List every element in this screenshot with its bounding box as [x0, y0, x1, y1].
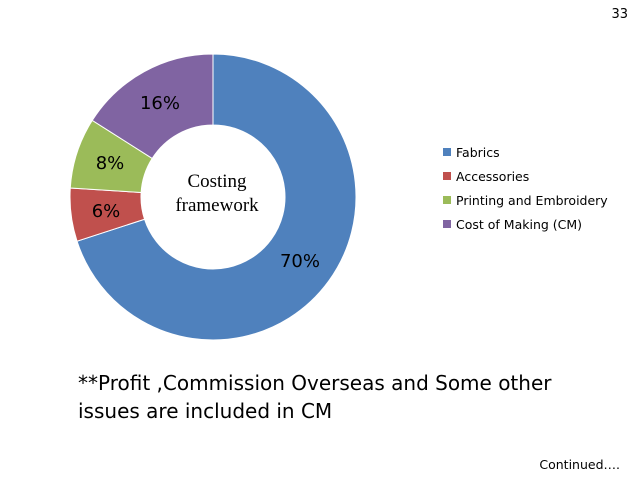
donut-chart: 70% 6% 8% 16%: [69, 53, 357, 341]
legend-item-printing: Printing and Embroidery: [443, 188, 608, 212]
data-label-fabrics: 70%: [280, 251, 320, 272]
legend-label: Printing and Embroidery: [456, 192, 608, 208]
chart-legend: Fabrics Accessories Printing and Embroid…: [443, 140, 608, 236]
legend-swatch: [443, 148, 451, 156]
data-label-printing: 8%: [96, 153, 125, 174]
legend-label: Cost of Making (CM): [456, 216, 583, 232]
legend-item-accessories: Accessories: [443, 164, 608, 188]
center-label-line: Costing: [187, 171, 247, 192]
footnote: **Profit ,Commission Overseas and Some o…: [78, 371, 552, 423]
legend-swatch: [443, 220, 451, 228]
continued-label: Continued….: [539, 457, 620, 472]
legend-swatch: [443, 196, 451, 204]
legend-label: Accessories: [456, 168, 530, 184]
center-label-line: framework: [175, 195, 259, 216]
donut-center-label: Costing framework: [147, 170, 287, 218]
legend-item-fabrics: Fabrics: [443, 140, 608, 164]
legend-label: Fabrics: [456, 144, 500, 160]
slice-cost-of-making: [91, 53, 214, 160]
slice-fabrics: [76, 53, 357, 341]
legend-item-cost-of-making: Cost of Making (CM): [443, 212, 608, 236]
page-number: 33: [611, 7, 628, 22]
data-label-accessories: 6%: [92, 201, 121, 222]
legend-swatch: [443, 172, 451, 180]
data-label-cost-of-making: 16%: [140, 93, 180, 114]
